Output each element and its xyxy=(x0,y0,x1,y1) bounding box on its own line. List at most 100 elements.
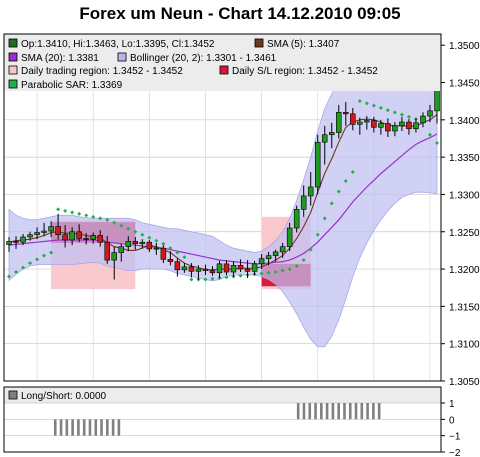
sar-dot xyxy=(266,270,271,275)
long-short-bar xyxy=(325,403,329,420)
candle-up xyxy=(48,226,54,232)
sar-dot xyxy=(14,270,19,275)
candle-up xyxy=(251,263,258,272)
sar-dot xyxy=(315,232,320,237)
candle-up xyxy=(258,258,265,265)
candle-up xyxy=(34,232,40,236)
sar-dot xyxy=(168,246,173,251)
long-short-bar xyxy=(111,419,115,436)
main-legend: Op:1.3410, Hi:1.3463, Lo:1.3395, Cl:1.34… xyxy=(8,38,378,91)
sar-dot xyxy=(210,276,215,281)
sar-dot xyxy=(364,101,369,106)
candle-down xyxy=(406,121,412,130)
candle-down xyxy=(146,241,153,250)
sar-dot xyxy=(406,114,411,119)
long-short-bar xyxy=(59,419,63,436)
sar-dot xyxy=(42,253,47,258)
long-short-bar xyxy=(377,403,381,420)
candle-down xyxy=(97,235,103,243)
legend-swatch xyxy=(8,38,18,48)
main-y-axis: 1.3500 1.3450 1.3400 1.3350 1.3300 1.3250 1.32… xyxy=(441,41,480,388)
long-short-bar xyxy=(106,419,109,436)
candle-up xyxy=(20,236,26,243)
candle-up xyxy=(300,195,307,210)
candle-up xyxy=(265,255,272,259)
sar-dot xyxy=(385,108,390,113)
long-short-bar xyxy=(82,419,86,436)
candle-up xyxy=(216,263,223,274)
long-short-bar xyxy=(314,403,317,420)
sar-dot xyxy=(399,112,404,117)
long-short-bar xyxy=(343,403,346,420)
y-tick-label: 1.3350 xyxy=(449,153,480,164)
long-short-bar xyxy=(71,419,74,436)
long-short-bar xyxy=(354,403,358,420)
candle-down xyxy=(385,123,391,132)
candle-up xyxy=(69,231,75,241)
y-tick-label: 1.3450 xyxy=(449,79,480,90)
sar-dot xyxy=(105,217,110,222)
sar-dot xyxy=(378,105,383,110)
candle-up xyxy=(286,227,293,247)
long-short-bar xyxy=(296,403,300,420)
long-short-bar xyxy=(53,419,57,436)
legend-swatch xyxy=(8,52,18,62)
sar-dot xyxy=(154,238,159,243)
long-short-bar xyxy=(320,403,323,420)
candle-down xyxy=(371,120,377,128)
sar-dot xyxy=(28,261,33,266)
legend-label: Op:1.3410, Hi:1.3463, Lo:1.3395, Cl:1.34… xyxy=(21,39,215,50)
sar-dot xyxy=(133,229,138,234)
y-tick-label: 1.3150 xyxy=(449,302,480,313)
candle-up xyxy=(427,110,433,117)
candle-up xyxy=(6,241,12,245)
sar-dot xyxy=(175,250,180,255)
sar-dot xyxy=(189,277,194,282)
candle-up xyxy=(125,241,132,247)
sar-dot xyxy=(70,210,75,215)
sar-dot xyxy=(273,270,278,275)
long-short-bar xyxy=(100,419,103,436)
long-short-bar xyxy=(331,403,335,420)
candle-up xyxy=(413,122,419,130)
sar-dot xyxy=(435,140,439,145)
candle-up xyxy=(314,141,321,188)
candle-down xyxy=(160,247,167,260)
sar-dot xyxy=(224,275,229,280)
sar-dot xyxy=(91,214,96,219)
sar-dot xyxy=(84,213,89,218)
sar-dot xyxy=(7,274,11,279)
candle-up xyxy=(307,186,314,197)
sar-dot xyxy=(287,267,292,272)
candle-down xyxy=(343,112,349,115)
y-tick-label: 1.3100 xyxy=(449,340,480,351)
chart-title: Forex um Neun - Chart 14.12.2010 09:05 xyxy=(79,4,401,23)
candle-down xyxy=(202,268,209,271)
candle-up xyxy=(378,123,384,128)
candle-up xyxy=(279,246,286,253)
y-tick-label: 1.3300 xyxy=(449,190,480,201)
candle-up xyxy=(293,209,300,229)
sar-dot xyxy=(392,110,397,115)
y-tick-label: 1.3500 xyxy=(449,41,480,52)
sar-dot xyxy=(308,247,313,252)
sar-dot xyxy=(336,189,341,194)
long-short-bar xyxy=(302,403,306,420)
candle-up xyxy=(90,235,96,240)
candle-down xyxy=(83,238,89,240)
candle-down xyxy=(244,268,251,272)
candle-down xyxy=(13,241,19,243)
candle-down xyxy=(209,270,216,274)
candle-down xyxy=(237,265,244,270)
sar-dot xyxy=(56,207,61,212)
candle-up xyxy=(118,246,125,253)
candle-down xyxy=(62,234,68,241)
y-tick-label: 1.3250 xyxy=(449,228,480,239)
long-short-bar xyxy=(360,403,364,420)
sar-dot xyxy=(203,277,208,282)
candle-down xyxy=(55,226,61,236)
candle-up xyxy=(27,234,33,238)
legend-swatch xyxy=(219,65,229,75)
sar-dot xyxy=(49,250,54,255)
sar-dot xyxy=(140,232,145,237)
